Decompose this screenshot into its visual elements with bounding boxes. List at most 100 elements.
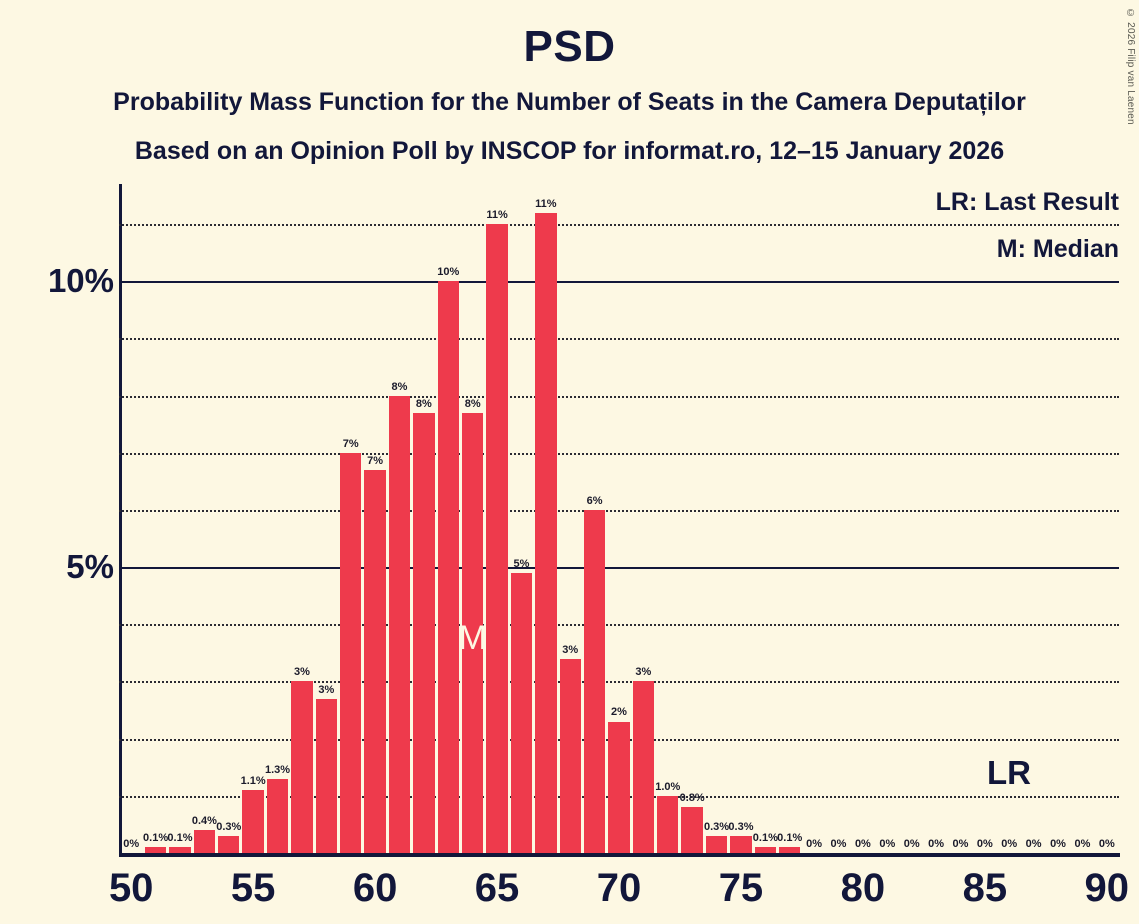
x-axis-tick-label: 90 [1084, 866, 1130, 910]
bar-value-label: 8% [464, 397, 481, 410]
gridline-minor [119, 224, 1119, 227]
bar-value-label: 11% [535, 197, 557, 210]
copyright-notice: © 2026 Filip van Laenen [1125, 8, 1136, 125]
bar [266, 778, 289, 853]
bar-value-label: 0% [1050, 838, 1066, 850]
bar-value-label: 5% [513, 557, 530, 570]
bar-value-label: 1.3% [264, 763, 291, 776]
bar [510, 572, 533, 853]
bar [388, 395, 411, 853]
bar [144, 847, 167, 853]
bar-value-label: 3% [562, 643, 579, 656]
gridline-major [119, 281, 1119, 284]
last-result-tag: LR [987, 753, 1031, 791]
bar-value-label: 0.1% [777, 832, 803, 845]
y-axis-tick-label: 10% [47, 262, 114, 300]
bar-value-label: 1.1% [240, 775, 266, 788]
y-axis-tick-label: 5% [66, 548, 114, 586]
bar [657, 795, 679, 853]
x-axis-tick-label: 50 [108, 866, 154, 910]
bar-value-label: 0% [903, 838, 920, 850]
gridline-major [119, 567, 1119, 570]
bar-value-label: 0.3% [216, 820, 242, 833]
legend-last-result: LR: Last Result [935, 188, 1119, 216]
bar [461, 412, 484, 853]
bar [681, 807, 703, 853]
chart-subtitle-primary: Probability Mass Function for the Number… [113, 88, 1026, 116]
y-axis-line [119, 184, 122, 856]
gridline-minor [119, 452, 1119, 455]
bar [315, 698, 337, 853]
gridline-minor [119, 624, 1119, 627]
bar [779, 847, 801, 853]
x-axis-line [119, 853, 1120, 857]
bar-value-label: 0.3% [728, 820, 754, 833]
bar [364, 469, 386, 853]
legend-median: M: Median [996, 235, 1119, 263]
x-axis-tick-label: 60 [352, 866, 398, 910]
bar [340, 452, 362, 853]
bar [730, 835, 752, 853]
bar-value-label: 0.1% [167, 832, 193, 845]
x-axis-tick-label: 70 [596, 866, 642, 910]
bar-value-label: 1.0% [655, 780, 681, 793]
bar-value-label: 0% [976, 838, 993, 850]
bar [291, 681, 313, 853]
x-axis-tick-label: 85 [962, 866, 1008, 910]
bar [535, 212, 557, 853]
bar-value-label: 7% [342, 437, 359, 450]
bar-value-label: 0% [123, 838, 140, 850]
bar [218, 835, 240, 853]
bar-value-label: 10% [437, 266, 460, 279]
bar-value-label: 0.1% [143, 832, 169, 845]
gridline-minor [119, 681, 1119, 684]
page-title: PSD [523, 22, 616, 71]
plot-area: 0% 0.1% 0.1% 0.4% 0.3% 1.1% 1.3% 3% 3% 7% 7% 8% 8% 10… [119, 184, 1119, 853]
bar [169, 847, 191, 853]
bar [486, 224, 508, 853]
bar-value-label: 0% [854, 838, 871, 850]
bar-value-label: 0% [928, 838, 945, 850]
bar-value-label: 8% [391, 380, 408, 393]
bar-value-label: 8% [415, 397, 432, 410]
x-axis-tick-label: 80 [840, 866, 886, 910]
bar-value-label: 3% [635, 666, 652, 679]
x-axis-tick-label: 55 [230, 866, 276, 910]
bar [559, 658, 581, 853]
x-axis-tick-label: 65 [474, 866, 520, 910]
bar [583, 509, 606, 853]
bar-value-label: 3% [318, 683, 335, 696]
bar [705, 835, 728, 853]
bar [242, 790, 264, 853]
bar-value-label: 0.8% [679, 792, 705, 805]
bar-value-label: 0% [1098, 838, 1115, 850]
gridline-minor [119, 338, 1119, 341]
bar-value-label: 6% [586, 494, 603, 507]
plot-inner: 0% 0.1% 0.1% 0.4% 0.3% 1.1% 1.3% 3% 3% 7% 7% 8% 8% 10… [119, 184, 1119, 853]
bar [754, 847, 777, 853]
x-axis-tick-label: 75 [718, 866, 764, 910]
bar-value-label: 0% [879, 838, 896, 850]
chart-subtitle-source: Based on an Opinion Poll by INSCOP for i… [134, 137, 1005, 165]
bar [413, 412, 435, 853]
median-marker: M [458, 618, 487, 657]
bar-value-label: 11% [486, 209, 508, 222]
bar-value-label: 0.3% [704, 820, 730, 833]
bar-value-label: 7% [367, 454, 384, 467]
bar-value-label: 0% [1025, 838, 1042, 850]
bar-value-label: 0% [1074, 838, 1091, 850]
gridline-minor [119, 509, 1119, 512]
bar-value-label: 0% [830, 838, 847, 850]
bar [437, 281, 459, 853]
bar-value-label: 3% [293, 666, 310, 679]
bar [608, 721, 630, 853]
bar-value-label: 0.4% [191, 815, 217, 828]
bar-value-label: 2% [611, 706, 627, 719]
bar [193, 830, 216, 853]
bar-value-label: 0% [1001, 838, 1018, 850]
bar-value-label: 0% [806, 838, 823, 850]
bar [632, 681, 655, 853]
bar-value-label: 0.1% [752, 832, 778, 845]
bar-value-label: 0% [952, 838, 969, 850]
